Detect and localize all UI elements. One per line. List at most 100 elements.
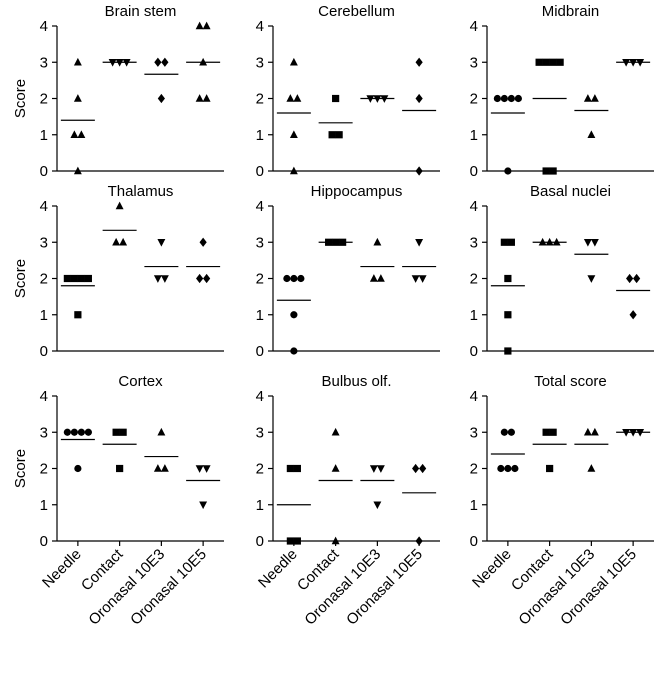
data-point xyxy=(297,274,305,283)
data-point xyxy=(542,167,550,175)
data-point xyxy=(160,275,169,283)
data-point xyxy=(590,239,599,247)
y-axis-label: Score xyxy=(12,449,29,488)
data-point xyxy=(157,93,165,104)
y-tick-label: 1 xyxy=(470,497,478,514)
data-point xyxy=(70,274,78,283)
y-tick-label: 2 xyxy=(40,461,48,478)
data-point xyxy=(332,94,340,103)
data-point xyxy=(202,465,211,473)
y-tick-label: 3 xyxy=(470,54,478,71)
data-point xyxy=(493,94,501,103)
data-point xyxy=(112,237,121,246)
data-point xyxy=(112,428,120,436)
data-point xyxy=(415,93,423,104)
data-point xyxy=(63,274,71,283)
data-point xyxy=(549,58,557,66)
data-point xyxy=(583,239,592,247)
y-tick-label: 4 xyxy=(40,18,48,35)
y-tick-label: 0 xyxy=(470,163,478,180)
panel-title: Thalamus xyxy=(108,183,174,200)
data-point xyxy=(369,274,378,282)
data-point xyxy=(500,428,508,436)
data-point xyxy=(376,465,385,473)
data-point xyxy=(514,94,522,103)
y-tick-label: 4 xyxy=(256,388,264,405)
y-tick-label: 2 xyxy=(470,271,478,288)
y-tick-label: 0 xyxy=(256,343,264,360)
data-point xyxy=(507,428,515,436)
data-point xyxy=(412,463,420,474)
data-point xyxy=(415,57,423,67)
data-point xyxy=(290,274,298,283)
x-tick-label: Oronasal 10E5 xyxy=(127,546,210,629)
data-point xyxy=(161,57,169,67)
data-point xyxy=(77,130,86,138)
data-point xyxy=(549,428,557,436)
data-point xyxy=(500,94,508,103)
data-point xyxy=(157,427,166,436)
y-tick-label: 3 xyxy=(40,424,48,441)
data-point xyxy=(202,94,211,102)
y-tick-label: 3 xyxy=(256,424,264,441)
panel-title: Cortex xyxy=(118,373,163,390)
data-point xyxy=(73,94,82,102)
y-tick-label: 4 xyxy=(40,198,48,215)
data-point xyxy=(202,21,211,30)
y-tick-label: 1 xyxy=(470,307,478,324)
data-point xyxy=(504,167,512,175)
y-tick-label: 0 xyxy=(40,533,48,550)
data-point xyxy=(328,131,336,139)
y-tick-label: 2 xyxy=(470,91,478,108)
panel-title: Total score xyxy=(534,373,607,390)
data-point xyxy=(507,238,515,246)
data-point xyxy=(115,201,124,210)
data-point xyxy=(418,275,427,283)
data-point xyxy=(116,464,124,473)
data-point xyxy=(535,58,543,66)
y-tick-label: 3 xyxy=(40,234,48,251)
data-point xyxy=(283,274,291,283)
y-tick-label: 1 xyxy=(40,307,48,324)
y-tick-label: 1 xyxy=(256,307,264,324)
data-point xyxy=(289,57,298,66)
data-point xyxy=(290,347,298,355)
y-tick-label: 2 xyxy=(470,461,478,478)
data-point xyxy=(331,536,340,545)
data-point xyxy=(293,464,301,473)
data-point xyxy=(199,237,207,247)
data-point xyxy=(507,94,515,103)
y-tick-label: 2 xyxy=(256,271,264,288)
y-tick-label: 1 xyxy=(256,127,264,144)
data-point xyxy=(504,311,512,319)
data-point xyxy=(583,427,592,436)
data-point xyxy=(74,311,82,319)
data-point xyxy=(504,347,512,355)
data-point xyxy=(293,537,301,545)
data-point xyxy=(153,275,162,283)
data-point xyxy=(63,428,71,436)
data-point xyxy=(290,311,298,319)
data-point xyxy=(73,57,82,66)
data-point xyxy=(153,464,162,472)
data-point xyxy=(293,94,302,102)
data-point xyxy=(415,239,424,247)
data-point xyxy=(376,274,385,282)
data-point xyxy=(587,275,596,283)
data-point xyxy=(119,237,128,246)
data-point xyxy=(411,275,420,283)
y-tick-label: 4 xyxy=(470,18,478,35)
y-tick-label: 4 xyxy=(470,198,478,215)
x-tick-label: Needle xyxy=(469,546,515,592)
y-tick-label: 1 xyxy=(470,127,478,144)
data-point xyxy=(626,273,634,284)
data-point xyxy=(504,464,512,473)
y-tick-label: 4 xyxy=(470,388,478,405)
y-tick-label: 3 xyxy=(40,54,48,71)
data-point xyxy=(195,465,204,473)
panel-title: Cerebellum xyxy=(318,3,395,20)
data-point xyxy=(542,58,550,66)
data-point xyxy=(154,57,162,67)
data-point xyxy=(331,427,340,436)
